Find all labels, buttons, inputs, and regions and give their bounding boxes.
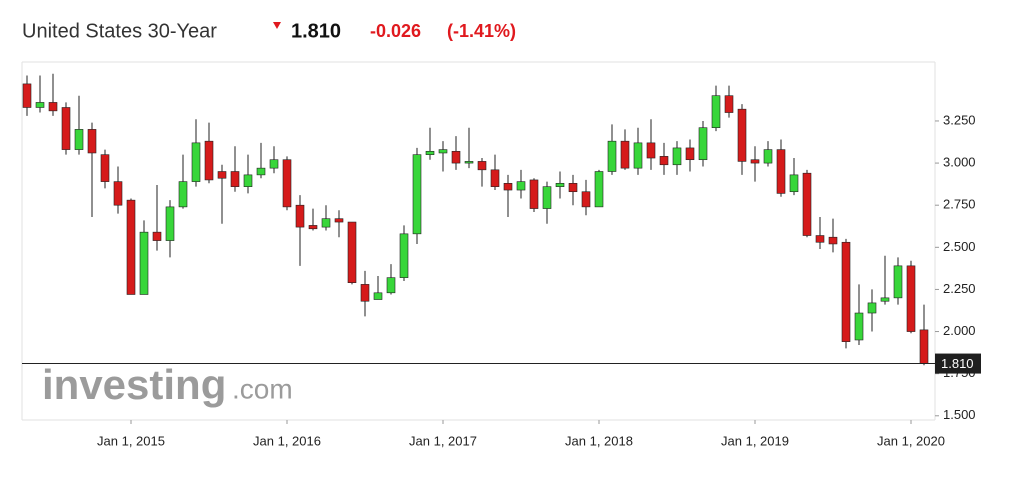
x-tick-label: Jan 1, 2016 <box>253 433 321 448</box>
y-tick-label: 3.250 <box>943 112 976 127</box>
candle-body <box>854 312 864 341</box>
last-price-box <box>935 353 981 374</box>
instrument-title: United States 30-Year <box>22 20 217 42</box>
candle-body <box>22 83 32 108</box>
candle-body <box>685 147 695 161</box>
candle-body <box>828 236 838 245</box>
candle-body <box>61 107 71 150</box>
candle-body <box>321 218 331 228</box>
candle-body <box>230 171 240 187</box>
candle-body <box>464 161 474 164</box>
watermark-suffix: .com <box>232 373 293 404</box>
candle-body <box>425 150 435 155</box>
candle-body <box>87 129 97 154</box>
candle-body <box>165 206 175 241</box>
x-tick-label: Jan 1, 2015 <box>97 433 165 448</box>
candle-body <box>334 218 344 223</box>
candle-body <box>308 225 318 230</box>
candle-body <box>542 186 552 209</box>
candle-body <box>139 231 149 295</box>
candle-body <box>633 142 643 169</box>
candle-body <box>659 156 669 166</box>
candle-body <box>126 199 136 295</box>
candle-body <box>295 204 305 228</box>
x-tick-label: Jan 1, 2020 <box>877 433 945 448</box>
candle-body <box>191 142 201 182</box>
candle-body <box>204 140 214 181</box>
candle-body <box>763 149 773 164</box>
candle-body <box>529 179 539 209</box>
price: 1.810 <box>291 20 341 42</box>
candle-body <box>100 154 110 182</box>
candle-body <box>256 167 266 176</box>
candle-body <box>438 149 448 154</box>
x-tick-label: Jan 1, 2019 <box>721 433 789 448</box>
watermark-brand: investing <box>42 361 226 408</box>
candle-body <box>243 174 253 187</box>
candle-body <box>269 159 279 169</box>
candle-body <box>399 233 409 278</box>
candle-body <box>282 159 292 208</box>
candle-body <box>412 154 422 235</box>
candle-body <box>568 182 578 193</box>
candle-body <box>451 150 461 164</box>
candle-body <box>737 108 747 162</box>
candle-body <box>373 292 383 300</box>
candle-body <box>217 171 227 179</box>
x-tick-label: Jan 1, 2017 <box>409 433 477 448</box>
candle-body <box>347 221 357 283</box>
y-tick-label: 2.500 <box>943 239 976 254</box>
candle-body <box>516 181 526 191</box>
candle-body <box>672 147 682 166</box>
change: -0.026 <box>370 21 421 41</box>
candle-body <box>906 265 916 332</box>
candle-body <box>581 191 591 208</box>
y-tick-label: 2.000 <box>943 323 976 338</box>
candle-body <box>74 129 84 150</box>
candle-body <box>750 159 760 164</box>
x-tick-label: Jan 1, 2018 <box>565 433 633 448</box>
candle-body <box>503 182 513 191</box>
candle-body <box>620 140 630 169</box>
candle-body <box>113 181 123 206</box>
candle-body <box>178 181 188 208</box>
y-tick-label: 1.500 <box>943 407 976 422</box>
candle-body <box>35 102 45 108</box>
candle-body <box>490 169 500 187</box>
candle-body <box>360 284 370 302</box>
candle-body <box>386 277 396 294</box>
candle-body <box>48 102 58 112</box>
y-tick-label: 3.000 <box>943 155 976 170</box>
candle-body <box>724 95 734 113</box>
candle-body <box>698 127 708 161</box>
candle-body <box>815 235 825 243</box>
candle-body <box>880 297 890 302</box>
candle-body <box>711 95 721 129</box>
y-tick-label: 2.250 <box>943 281 976 296</box>
candle-body <box>893 265 903 299</box>
candle-body <box>555 182 565 187</box>
y-tick-label: 2.750 <box>943 197 976 212</box>
candle-body <box>607 140 617 172</box>
last-price-label: 1.810 <box>941 356 974 371</box>
candle-body <box>477 161 487 171</box>
candle-body <box>776 149 786 194</box>
candle-body <box>152 231 162 241</box>
candle-body <box>919 329 929 364</box>
candle-body <box>867 302 877 314</box>
candle-body <box>841 241 851 342</box>
candle-body <box>802 172 812 236</box>
down-arrow <box>273 22 281 29</box>
candle-body <box>594 171 604 208</box>
change-percent: (-1.41%) <box>447 21 516 41</box>
candle-body <box>789 174 799 193</box>
candle-body <box>646 142 656 159</box>
